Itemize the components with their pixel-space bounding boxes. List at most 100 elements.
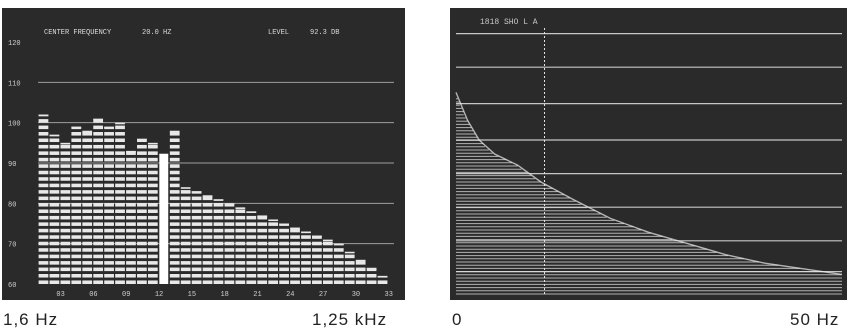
left-bar-segment xyxy=(312,267,322,272)
left-bar-segment xyxy=(257,248,268,252)
left-bar-segment xyxy=(93,125,104,130)
left-bar-segment xyxy=(169,280,180,284)
left-bar-segment xyxy=(38,235,49,239)
left-bar-segment xyxy=(137,273,147,278)
left-bar-segment xyxy=(38,164,49,168)
left-bar-segment xyxy=(224,222,235,226)
left-bar-segment xyxy=(82,177,93,181)
left-bar-segment xyxy=(38,157,49,162)
left-bar-segment xyxy=(235,254,246,259)
left-bar-segment xyxy=(213,273,224,278)
left-bar-segment xyxy=(82,151,93,155)
left-bar-segment xyxy=(191,203,202,207)
left-bar-segment xyxy=(104,209,114,214)
left-bar-segment xyxy=(202,209,213,214)
left-bar-cap xyxy=(180,187,191,189)
left-bar-segment xyxy=(180,209,191,214)
left-bar-segment xyxy=(38,267,49,272)
left-bar-segment xyxy=(257,228,268,233)
left-bar-segment xyxy=(49,151,60,155)
left-bar-segment xyxy=(180,254,191,259)
left-bar-segment xyxy=(290,235,300,239)
left-bar-segment xyxy=(147,261,158,265)
left-bar-segment xyxy=(257,280,268,284)
left-bar-cap xyxy=(312,235,322,238)
left-bar-segment xyxy=(191,248,202,252)
left-bar-segment xyxy=(147,183,158,188)
left-bar-segment xyxy=(38,190,49,194)
left-bar-segment xyxy=(235,273,246,278)
left-bar-segment xyxy=(93,280,104,284)
left-bar-cap xyxy=(279,223,289,226)
left-bar-segment xyxy=(82,144,93,149)
left-bar-segment xyxy=(191,222,202,226)
left-bar-segment xyxy=(38,209,49,214)
left-bar-cap xyxy=(301,231,311,234)
left-bar-segment xyxy=(246,280,257,284)
left-bar-segment xyxy=(93,235,104,239)
left-bar-segment xyxy=(169,151,180,155)
left-bar-segment xyxy=(126,170,136,175)
left-bar-segment xyxy=(71,228,82,233)
left-bar-segment xyxy=(115,125,125,130)
left-bar-segment xyxy=(93,190,104,194)
left-bar-segment xyxy=(147,196,158,201)
left-bar xyxy=(257,215,268,284)
left-bar-segment xyxy=(82,203,93,207)
left-bar-cap xyxy=(82,130,93,133)
left-bar-segment xyxy=(169,267,180,272)
left-bar-segment xyxy=(137,222,147,226)
left-bar-segment xyxy=(191,261,202,265)
left-bar-segment xyxy=(279,280,289,284)
left-bar-segment xyxy=(169,248,180,252)
left-bar-segment xyxy=(235,215,246,220)
left-bar-segment xyxy=(191,228,202,233)
left-bar-segment xyxy=(257,267,268,272)
left-bar-segment xyxy=(93,215,104,220)
left-bar-segment xyxy=(126,241,136,246)
left-bar-segment xyxy=(169,254,180,259)
left-bar-segment xyxy=(180,196,191,201)
left-x-tick-label: 09 xyxy=(122,291,130,299)
left-bar-segment xyxy=(246,241,257,246)
left-bar-segment xyxy=(312,261,322,265)
left-bar-segment xyxy=(104,196,114,201)
left-bar-segment xyxy=(71,144,82,149)
left-bar-segment xyxy=(202,254,213,259)
left-bar-segment xyxy=(104,248,114,252)
left-bar-segment xyxy=(191,215,202,220)
left-bar-segment xyxy=(126,222,136,226)
left-bar xyxy=(202,195,213,284)
left-bar-cap xyxy=(235,207,246,209)
left-bar xyxy=(333,243,344,284)
left-bar-segment xyxy=(60,164,71,168)
left-bar-segment xyxy=(344,280,355,284)
left-bar-segment xyxy=(38,170,49,175)
left-bar-segment xyxy=(93,222,104,226)
left-bar-segment xyxy=(104,170,114,175)
left-bar-segment xyxy=(38,222,49,226)
left-bar-segment xyxy=(71,254,82,259)
left-bar xyxy=(377,275,388,284)
left-x-tick-label: 21 xyxy=(253,291,261,299)
left-bar-segment xyxy=(180,273,191,278)
level-label: LEVEL xyxy=(268,29,289,37)
left-bar xyxy=(301,231,311,284)
left-bar xyxy=(38,114,49,284)
left-bar-segment xyxy=(213,248,224,252)
left-bar-segment xyxy=(115,183,125,188)
left-bar xyxy=(290,227,300,284)
left-x-tick-label: 27 xyxy=(319,291,327,299)
left-bar-segment xyxy=(104,183,114,188)
left-bar-cap xyxy=(377,275,388,278)
left-bar-segment xyxy=(344,267,355,272)
left-bar-segment xyxy=(322,261,333,265)
left-bar-segment xyxy=(202,196,213,201)
left-bar-segment xyxy=(169,157,180,162)
left-bar-segment xyxy=(191,241,202,246)
left-bar-cap xyxy=(333,243,344,246)
left-bar-cap xyxy=(257,215,268,218)
left-x-tick-label: 06 xyxy=(89,291,97,299)
left-bar-segment xyxy=(49,280,60,284)
left-bar-segment xyxy=(82,138,93,143)
